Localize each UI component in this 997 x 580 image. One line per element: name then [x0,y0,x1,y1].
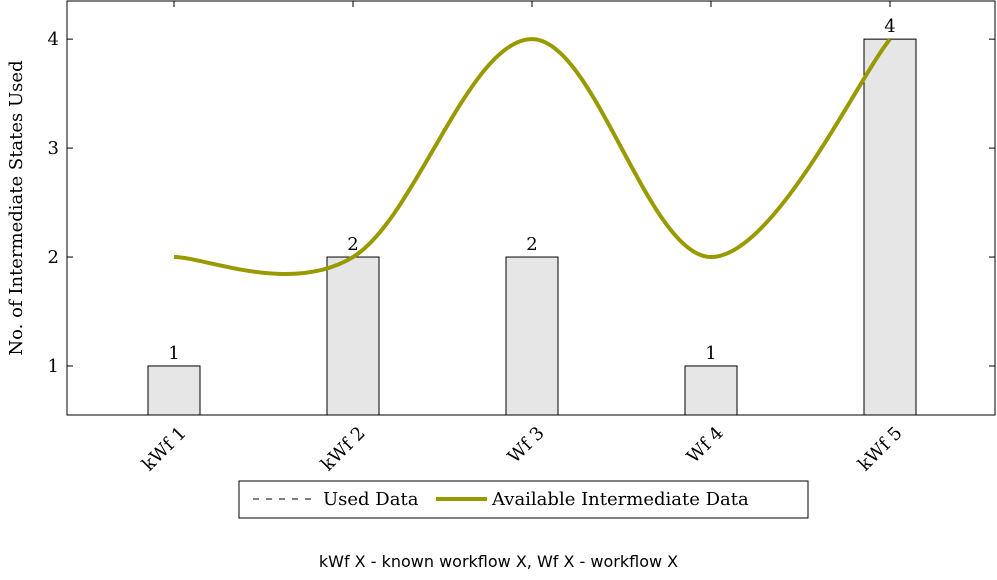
x-tick-label-group: Wf 3 [504,423,549,468]
footnote: kWf X - known workflow X, Wf X - workflo… [318,552,679,571]
x-tick-label: kWf 2 [317,423,370,476]
legend-available-data-label: Available Intermediate Data [491,489,749,510]
bar [505,256,559,416]
legend: Used Data Available Intermediate Data [238,480,809,519]
legend-box [238,480,809,519]
y-tick-label: 2 [48,247,59,268]
x-tick-label-group: kWf 1 [138,423,191,476]
bar-data-label: 2 [526,234,537,255]
bar-data-label: 1 [168,343,179,364]
bar-data-labels: 1 2 2 1 4 [168,16,895,364]
bar-data-label: 4 [884,16,895,37]
bar-data-label: 2 [347,234,358,255]
x-tick-labels: kWf 1 kWf 2 Wf 3 Wf 4 kWf 5 [138,423,907,476]
x-tick-label-group: Wf 4 [683,423,728,468]
x-tick-label: kWf 1 [138,423,191,476]
x-tick-label-group: kWf 5 [854,423,907,476]
x-tick-label: Wf 3 [504,423,549,468]
x-tick-label-group: kWf 2 [317,423,370,476]
line-series [173,37,892,276]
y-tick-label: 4 [48,29,59,50]
bar-series [147,38,917,416]
y-tick-label: 3 [48,138,59,159]
x-tick-label: kWf 5 [854,423,907,476]
bar [684,365,738,416]
bar-data-label: 1 [705,343,716,364]
x-tick-label: Wf 4 [683,423,728,468]
y-tick-labels: 1 2 3 4 [48,29,59,377]
legend-used-data-label: Used Data [323,489,419,510]
bar [147,365,201,416]
y-axis-label: No. of Intermediate States Used [6,60,27,355]
bar [863,38,917,416]
y-tick-label: 1 [48,356,59,377]
bar [326,256,380,416]
available-data-line [173,37,892,276]
